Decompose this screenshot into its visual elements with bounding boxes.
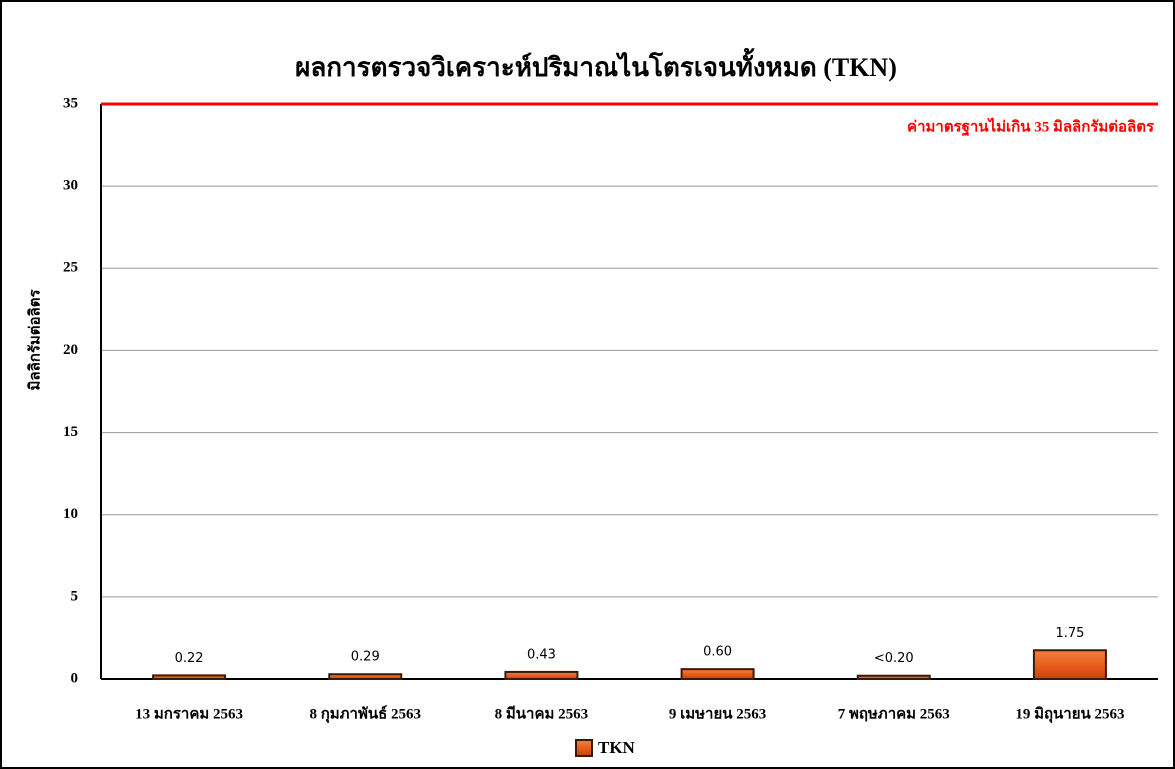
- y-tick-label: 10: [63, 506, 78, 522]
- x-tick-label: 9 เมษายน 2563: [669, 706, 766, 722]
- bar: [856, 674, 931, 681]
- x-tick-label: 7 พฤษภาคม 2563: [838, 706, 950, 722]
- y-tick-label: 5: [71, 588, 79, 604]
- bar: [152, 674, 227, 681]
- value-label: 0.43: [527, 647, 556, 662]
- value-label: 0.22: [175, 651, 204, 666]
- value-label: <0.20: [874, 651, 914, 666]
- y-tick-label: 35: [63, 95, 78, 111]
- y-tick-label: 30: [63, 178, 78, 194]
- chart-title: ผลการตรวจวิเคราะห์ปริมาณไนโตรเจนทั้งหมด …: [295, 47, 897, 82]
- y-tick-label: 15: [63, 424, 78, 440]
- x-tick-label: 19 มิถุนายน 2563: [1015, 704, 1124, 723]
- x-tick-label: 8 กุมภาพันธ์ 2563: [309, 704, 421, 723]
- bar: [1032, 649, 1107, 680]
- bar: [504, 670, 579, 681]
- value-label: 0.60: [703, 645, 732, 660]
- bar: [328, 673, 403, 681]
- legend-swatch: [575, 739, 593, 757]
- y-axis-label: มิลลิกรัมต่อลิตร: [25, 289, 43, 391]
- reference-label: ค่ามาตรฐานไม่เกิน 35 มิลลิกรัมต่อลิตร: [907, 116, 1155, 136]
- y-tick-label: 0: [71, 670, 79, 686]
- value-label: 1.75: [1055, 626, 1084, 641]
- legend-label: TKN: [598, 738, 636, 757]
- x-tick-label: 8 มีนาคม 2563: [495, 705, 589, 722]
- value-label: 0.29: [351, 650, 380, 665]
- x-tick-label: 13 มกราคม 2563: [135, 706, 243, 722]
- y-tick-label: 20: [63, 342, 78, 358]
- y-tick-label: 25: [63, 260, 78, 276]
- bar: [680, 668, 755, 681]
